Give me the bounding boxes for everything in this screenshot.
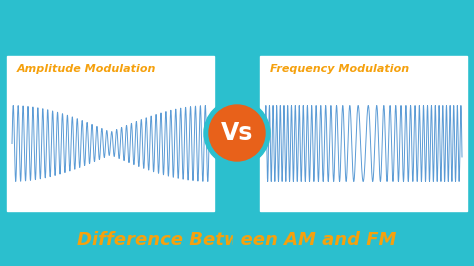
Circle shape	[209, 105, 265, 161]
Text: Vs: Vs	[221, 121, 253, 145]
Text: Frequency Modulation: Frequency Modulation	[270, 64, 409, 74]
Bar	[7, 56, 214, 211]
Circle shape	[204, 100, 270, 166]
Text: Amplitude Modulation: Amplitude Modulation	[17, 64, 156, 74]
Text: Difference Between AM and FM: Difference Between AM and FM	[77, 231, 397, 249]
Bar	[260, 56, 467, 211]
